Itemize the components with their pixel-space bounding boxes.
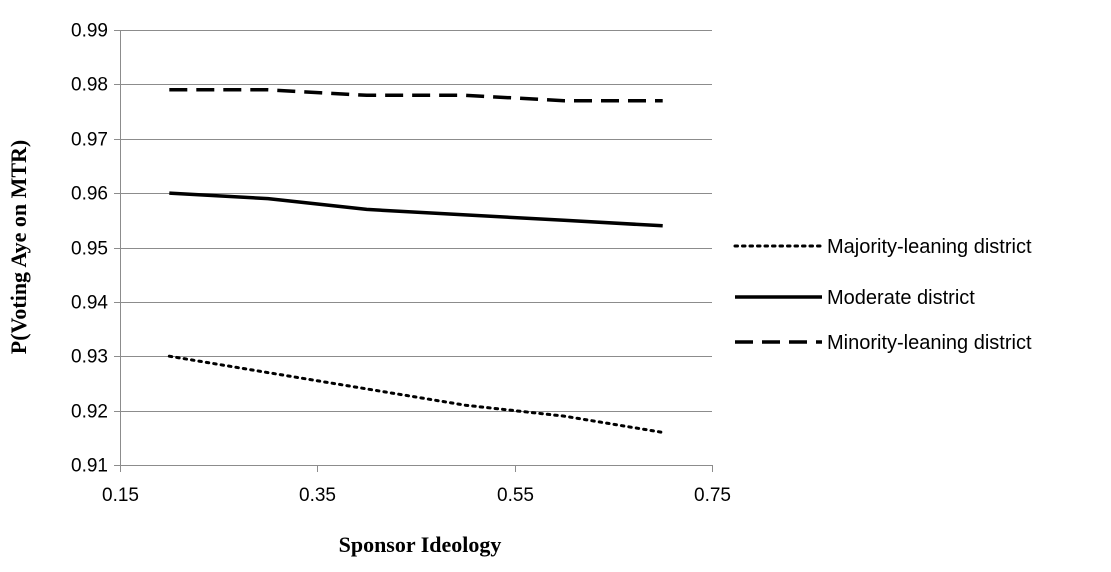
y-axis-title: P(Voting Aye on MTR) — [6, 140, 31, 355]
gridlines — [114, 30, 712, 466]
legend: Majority-leaning district Moderate distri… — [733, 236, 1032, 354]
x-tick-label: 0.15 — [102, 485, 139, 506]
y-tick-label: 0.96 — [71, 184, 108, 205]
x-tick-label: 0.55 — [497, 485, 534, 506]
y-tick-label: 0.97 — [71, 130, 108, 151]
series-line-minority-leaning-district — [169, 88, 663, 103]
y-tick-label: 0.92 — [71, 402, 108, 423]
x-tick-label: 0.35 — [299, 485, 336, 506]
series-lines — [167, 88, 665, 434]
x-tick-labels: 0.15 0.35 0.55 0.75 — [102, 485, 731, 506]
y-tick-label: 0.94 — [71, 293, 108, 314]
y-tick-label: 0.93 — [71, 347, 108, 368]
x-axis-title: Sponsor Ideology — [339, 532, 502, 557]
y-tick-label: 0.91 — [71, 456, 108, 477]
y-tick-label: 0.98 — [71, 75, 108, 96]
legend-label: Minority-leaning district — [827, 332, 1032, 354]
axes — [120, 30, 713, 472]
legend-label: Moderate district — [827, 287, 975, 309]
series-line-moderate-district — [169, 191, 663, 228]
x-tick-label: 0.75 — [694, 485, 731, 506]
series-line-majority-leaning-district — [167, 354, 665, 434]
y-tick-labels: 0.91 0.92 0.93 0.94 0.95 0.96 0.97 0.98 0.99 — [71, 21, 108, 477]
legend-label: Majority-leaning district — [827, 236, 1032, 258]
y-tick-label: 0.99 — [71, 21, 108, 42]
y-tick-label: 0.95 — [71, 239, 108, 260]
